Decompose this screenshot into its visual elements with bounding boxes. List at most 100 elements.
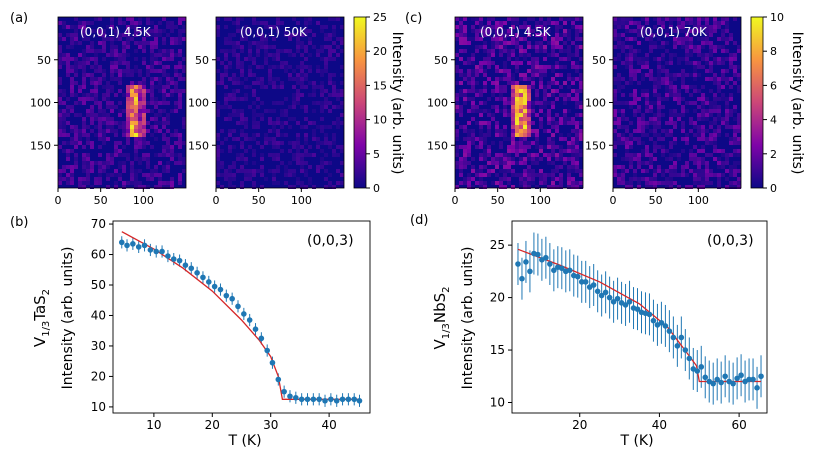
heatmap-pixel bbox=[677, 25, 681, 29]
heatmap-pixel bbox=[174, 73, 178, 77]
heatmap-pixel bbox=[98, 113, 102, 117]
heatmap-pixel bbox=[248, 49, 252, 53]
heatmap-pixel bbox=[539, 145, 543, 149]
heatmap-pixel bbox=[713, 173, 717, 177]
heatmap-pixel bbox=[142, 37, 146, 41]
heatmap-pixel bbox=[645, 125, 649, 129]
heatmap-pixel bbox=[653, 77, 657, 81]
heatmap-pixel bbox=[134, 149, 138, 153]
heatmap-pixel bbox=[479, 29, 483, 33]
heatmap-pixel bbox=[122, 121, 126, 125]
heatmap-pixel bbox=[264, 37, 268, 41]
heatmap-pixel bbox=[130, 133, 134, 137]
heatmap-pixel bbox=[70, 45, 74, 49]
heatmap-pixel bbox=[268, 73, 272, 77]
heatmap-pixel bbox=[661, 41, 665, 45]
heatmap-pixel bbox=[681, 97, 685, 101]
data-point bbox=[750, 376, 756, 383]
scatter-d-xlabel: T (K) bbox=[619, 433, 653, 449]
heatmap-pixel bbox=[320, 109, 324, 113]
heatmap-pixel bbox=[551, 41, 555, 45]
heatmap-pixel bbox=[689, 101, 693, 105]
heatmap-pixel bbox=[547, 109, 551, 113]
heatmap-pixel bbox=[721, 77, 725, 81]
heatmap-pixel bbox=[661, 129, 665, 133]
heatmap-pixel bbox=[182, 141, 186, 145]
heatmap-pixel bbox=[126, 141, 130, 145]
heatmap-pixel bbox=[94, 97, 98, 101]
heatmap-pixel bbox=[228, 105, 232, 109]
heatmap-pixel bbox=[523, 57, 527, 61]
heatmap-pixel bbox=[487, 145, 491, 149]
heatmap-pixel bbox=[142, 113, 146, 117]
heatmap-pixel bbox=[547, 153, 551, 157]
heatmap-pixel bbox=[328, 73, 332, 77]
heatmap-pixel bbox=[637, 181, 641, 185]
heatmap-pixel bbox=[539, 73, 543, 77]
heatmap-pixel bbox=[94, 17, 98, 21]
data-point bbox=[598, 292, 605, 299]
heatmap-pixel bbox=[713, 105, 717, 109]
heatmap-pixel bbox=[98, 145, 102, 149]
heatmap-pixel bbox=[150, 93, 154, 97]
heatmap-pixel bbox=[717, 77, 721, 81]
heatmap-pixel bbox=[527, 125, 531, 129]
heatmap-pixel bbox=[162, 49, 166, 53]
heatmap-pixel bbox=[66, 53, 70, 57]
heatmap-pixel bbox=[122, 41, 126, 45]
heatmap-pixel bbox=[733, 173, 737, 177]
heatmap-pixel bbox=[216, 25, 220, 29]
heatmap-pixel bbox=[216, 169, 220, 173]
heatmap-pixel bbox=[685, 41, 689, 45]
heatmap-pixel bbox=[551, 49, 555, 53]
heatmap-pixel bbox=[154, 41, 158, 45]
heatmap-pixel bbox=[491, 117, 495, 121]
heatmap-pixel bbox=[701, 149, 705, 153]
heatmap-y-tick-label: 150 bbox=[427, 139, 448, 152]
heatmap-pixel bbox=[653, 125, 657, 129]
heatmap-pixel bbox=[527, 77, 531, 81]
heatmap-pixel bbox=[158, 53, 162, 57]
heatmap-pixel bbox=[519, 117, 523, 121]
heatmap-pixel bbox=[511, 77, 515, 81]
heatmap-pixel bbox=[316, 53, 320, 57]
heatmap-pixel bbox=[689, 121, 693, 125]
heatmap-pixel bbox=[539, 49, 543, 53]
heatmap-pixel bbox=[515, 61, 519, 65]
heatmap-pixel bbox=[118, 53, 122, 57]
heatmap-pixel bbox=[134, 81, 138, 85]
heatmap-pixel bbox=[236, 89, 240, 93]
heatmap-pixel bbox=[579, 169, 583, 173]
heatmap-pixel bbox=[519, 137, 523, 141]
heatmap-pixel bbox=[62, 109, 66, 113]
heatmap-pixel bbox=[491, 157, 495, 161]
heatmap-pixel bbox=[232, 45, 236, 49]
heatmap-pixel bbox=[543, 145, 547, 149]
heatmap-pixel bbox=[220, 77, 224, 81]
heatmap-pixel bbox=[300, 93, 304, 97]
heatmap-pixel bbox=[134, 129, 138, 133]
heatmap-pixel bbox=[308, 153, 312, 157]
heatmap-pixel bbox=[669, 173, 673, 177]
heatmap-pixel bbox=[102, 29, 106, 33]
heatmap-pixel bbox=[575, 141, 579, 145]
heatmap-pixel bbox=[110, 105, 114, 109]
heatmap-pixel bbox=[455, 137, 459, 141]
heatmap-pixel bbox=[118, 77, 122, 81]
heatmap-pixel bbox=[272, 57, 276, 61]
heatmap-pixel bbox=[515, 101, 519, 105]
heatmap-pixel bbox=[697, 37, 701, 41]
heatmap-pixel bbox=[551, 37, 555, 41]
heatmap-pixel bbox=[114, 153, 118, 157]
heatmap-pixel bbox=[701, 85, 705, 89]
heatmap-pixel bbox=[547, 53, 551, 57]
heatmap-pixel bbox=[693, 85, 697, 89]
heatmap-pixel bbox=[543, 69, 547, 73]
heatmap-pixel bbox=[82, 21, 86, 25]
heatmap-pixel bbox=[629, 145, 633, 149]
heatmap-pixel bbox=[256, 53, 260, 57]
heatmap-pixel bbox=[487, 125, 491, 129]
heatmap-pixel bbox=[332, 89, 336, 93]
heatmap-pixel bbox=[471, 89, 475, 93]
heatmap-pixel bbox=[232, 73, 236, 77]
